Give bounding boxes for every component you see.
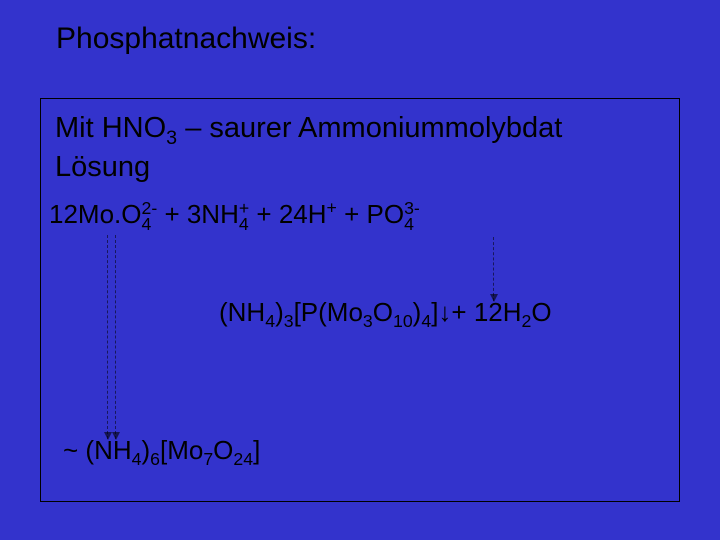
eq3-s3: 7 (203, 449, 213, 469)
eq1-sub2: 4 (239, 217, 249, 233)
slide-title: Phosphatnachweis: (56, 22, 316, 56)
eq2-s6: 2 (522, 311, 532, 331)
subtitle-part1b: – saurer Ammoniummolybdat (177, 112, 562, 144)
eq3-t3: [Mo (160, 435, 203, 465)
equation-intermediate: ~ (NH4)6[Mo7O24] (63, 435, 260, 466)
eq1-t4: + PO (337, 199, 404, 229)
subtitle: Mit HNO3 – saurer Ammoniummolybdat Lösun… (55, 109, 665, 187)
eq1-sup3: + (327, 197, 337, 217)
eq3-t5: ] (253, 435, 260, 465)
arrow-down-right (493, 237, 494, 301)
eq2-t1: (NH (219, 297, 265, 327)
equation-reactants: 12Mo.O2-4 + 3NH+4 + 24H+ + PO3-4 (49, 199, 420, 233)
title-text: Phosphatnachweis: (56, 22, 316, 55)
eq2-t2: ) (275, 297, 284, 327)
eq2-s3: 3 (363, 311, 373, 331)
subtitle-part2: Lösung (55, 151, 150, 183)
eq2-t6: ]↓+ 12H (431, 297, 521, 327)
arrow-down-left-b (115, 235, 116, 439)
eq1-t3: + 24H (249, 199, 326, 229)
eq3-t4: O (213, 435, 233, 465)
subtitle-part1: Mit HNO (55, 112, 166, 144)
eq3-s2: 6 (150, 449, 160, 469)
eq3-t2: ) (141, 435, 150, 465)
eq1-t2: + 3NH (157, 199, 239, 229)
subtitle-sub1: 3 (166, 127, 177, 149)
eq3-s4: 24 (233, 449, 253, 469)
eq2-s4: 10 (393, 311, 413, 331)
eq2-s2: 3 (284, 311, 294, 331)
eq3-s1: 4 (132, 449, 142, 469)
eq1-t1: 12Mo.O (49, 199, 142, 229)
content-frame: Mit HNO3 – saurer Ammoniummolybdat Lösun… (40, 98, 680, 502)
eq1-sub1: 4 (142, 217, 158, 233)
eq2-s1: 4 (265, 311, 275, 331)
eq2-s5: 4 (421, 311, 431, 331)
eq2-t4: O (373, 297, 393, 327)
eq3-t1: ~ (NH (63, 435, 132, 465)
eq1-sub4: 4 (404, 217, 420, 233)
eq2-t3: [P(Mo (294, 297, 363, 327)
arrow-down-left-a (107, 235, 108, 439)
eq2-t7: O (531, 297, 551, 327)
equation-product-main: (NH4)3[P(Mo3O10)4]↓+ 12H2O (219, 297, 552, 328)
